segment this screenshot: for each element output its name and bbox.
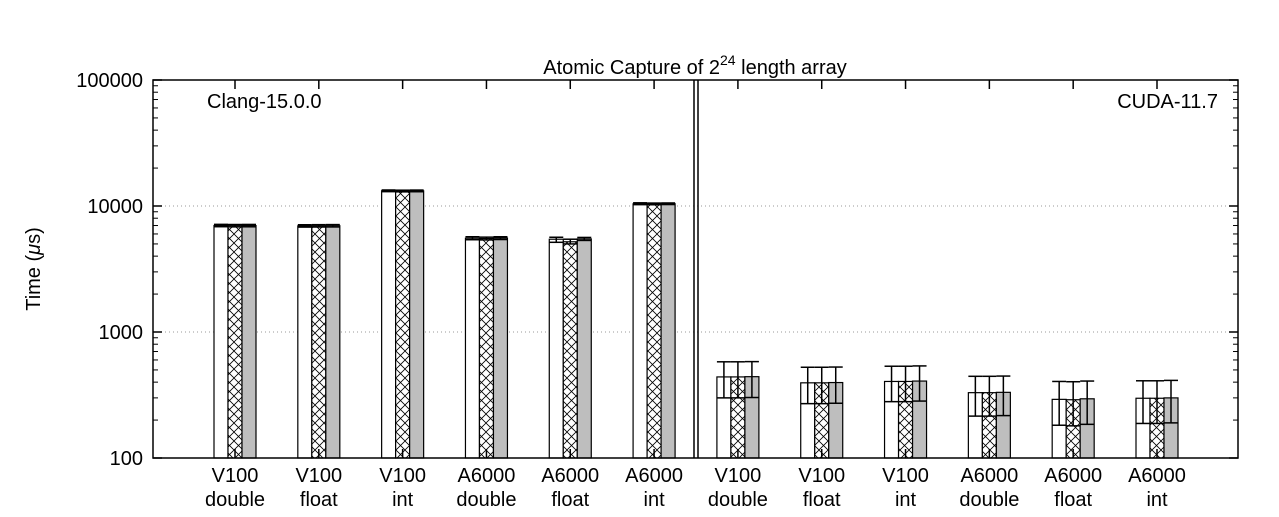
bar [548, 238, 564, 459]
y-tick-label: 100 [110, 448, 143, 470]
title-superscript: 24 [720, 52, 736, 68]
title-rest: length array [736, 57, 847, 79]
x-tick-label-line1: A6000 [1044, 465, 1102, 487]
bar [632, 203, 648, 459]
panel-label-left: Clang-15.0.0 [207, 91, 322, 113]
ylabel-rest: s) [23, 227, 45, 244]
plot-frame [152, 79, 1239, 459]
x-tick-label-line2: float [300, 489, 338, 511]
bar [381, 190, 397, 459]
x-tick-label-line2: double [959, 489, 1019, 511]
x-tick-label-line2: float [551, 489, 589, 511]
x-tick-label-line2: double [205, 489, 265, 511]
x-tick-label-line1: V100 [798, 465, 845, 487]
x-tick-label-line1: A6000 [458, 465, 516, 487]
x-tick-label-line1: V100 [379, 465, 426, 487]
ylabel-main: Time ( [23, 255, 45, 311]
bar [241, 224, 257, 459]
x-tick-label-line1: A6000 [625, 465, 683, 487]
bar [660, 203, 676, 459]
bars-layer [213, 190, 1179, 459]
bar [395, 190, 411, 459]
bar [646, 203, 662, 459]
y-tick-label: 10000 [87, 196, 143, 218]
x-tick-label-line1: A6000 [960, 465, 1018, 487]
errors-layer [214, 189, 1178, 427]
x-tick-label-line1: V100 [295, 465, 342, 487]
bar [297, 225, 313, 459]
x-tick-label-line2: int [644, 489, 666, 511]
bar [562, 241, 578, 459]
x-tick-label-line2: int [392, 489, 414, 511]
bar [576, 238, 592, 459]
x-tick-label-line2: double [456, 489, 516, 511]
chart-title: Atomic Capture of 224 length array [543, 52, 847, 79]
panel-label-right: CUDA-11.7 [1117, 91, 1218, 113]
x-tick-label-line2: double [708, 489, 768, 511]
title-main: Atomic Capture of 2 [543, 57, 720, 79]
x-tick-label-line1: V100 [715, 465, 762, 487]
bar [325, 225, 341, 459]
bar [478, 237, 495, 459]
y-axis-label: Time (μs) [23, 227, 45, 311]
bar [311, 225, 327, 459]
x-tick-label-line1: V100 [212, 465, 259, 487]
y-tick-label: 100000 [76, 70, 143, 92]
bar [213, 224, 229, 459]
bar [409, 190, 425, 459]
bar [492, 237, 509, 459]
ylabel-mu: μ [23, 244, 45, 256]
x-tick-label-line1: A6000 [541, 465, 599, 487]
x-tick-label-line2: int [895, 489, 917, 511]
axis-layer: 100100010000100000V100doubleV100floatV10… [76, 70, 1238, 511]
x-tick-label-line2: int [1146, 489, 1168, 511]
x-tick-label-line2: float [1054, 489, 1092, 511]
bar [464, 237, 481, 459]
x-tick-label-line1: V100 [882, 465, 929, 487]
y-tick-label: 1000 [99, 322, 144, 344]
bar [227, 225, 243, 459]
x-tick-label-line2: float [803, 489, 841, 511]
x-tick-label-line1: A6000 [1128, 465, 1186, 487]
